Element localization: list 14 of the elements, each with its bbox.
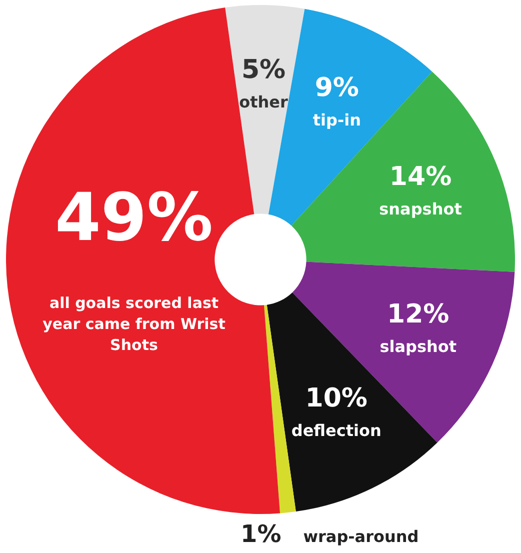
data-label: 10% bbox=[305, 384, 368, 414]
slice-label: slapshot bbox=[380, 337, 457, 356]
data-label: 1% bbox=[240, 520, 282, 548]
data-label: 49% bbox=[55, 178, 213, 256]
slice-label: snapshot bbox=[379, 200, 462, 219]
slice-label: tip-in bbox=[312, 110, 361, 130]
data-label: 12% bbox=[386, 300, 450, 330]
data-label: 9% bbox=[314, 72, 359, 103]
data-label: 14% bbox=[389, 162, 452, 192]
slice-label: wrap-around bbox=[303, 527, 419, 546]
data-label: 5% bbox=[241, 55, 286, 86]
slice-label: deflection bbox=[291, 421, 382, 440]
slice-label: all goals scored last year came from Wrist Shots bbox=[42, 294, 226, 354]
slice-label: other bbox=[239, 92, 288, 112]
